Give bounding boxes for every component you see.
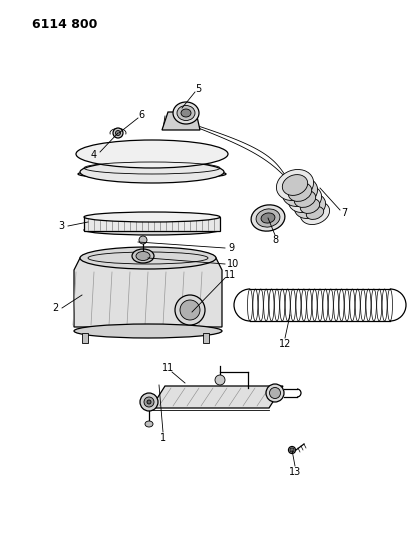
Ellipse shape: [140, 393, 158, 411]
Text: 6: 6: [138, 110, 144, 120]
Ellipse shape: [113, 128, 123, 138]
Ellipse shape: [288, 185, 322, 213]
Ellipse shape: [270, 387, 281, 399]
Ellipse shape: [115, 131, 120, 135]
Ellipse shape: [306, 207, 324, 220]
Ellipse shape: [181, 109, 191, 117]
Polygon shape: [74, 258, 222, 327]
Text: 12: 12: [279, 339, 291, 349]
Ellipse shape: [139, 236, 147, 244]
Ellipse shape: [251, 205, 285, 231]
Bar: [82, 333, 88, 343]
Ellipse shape: [84, 225, 220, 235]
Ellipse shape: [80, 247, 216, 269]
Ellipse shape: [80, 161, 224, 183]
Text: 8: 8: [272, 235, 278, 245]
Polygon shape: [162, 112, 200, 130]
Ellipse shape: [295, 193, 326, 219]
Ellipse shape: [215, 375, 225, 385]
Ellipse shape: [294, 191, 316, 207]
Ellipse shape: [147, 400, 151, 404]
Text: 4: 4: [91, 150, 97, 160]
Text: 6114 800: 6114 800: [32, 18, 98, 31]
Ellipse shape: [177, 106, 195, 120]
Text: 2: 2: [52, 303, 58, 313]
Bar: [203, 333, 209, 343]
Ellipse shape: [282, 177, 317, 206]
Text: 13: 13: [289, 467, 301, 477]
Ellipse shape: [74, 324, 222, 338]
Ellipse shape: [145, 421, 153, 427]
Polygon shape: [151, 386, 283, 408]
Ellipse shape: [136, 252, 150, 261]
Ellipse shape: [290, 448, 294, 452]
Ellipse shape: [300, 199, 320, 213]
Ellipse shape: [144, 397, 154, 407]
Text: 1: 1: [160, 433, 166, 443]
Ellipse shape: [132, 249, 154, 263]
Ellipse shape: [256, 209, 280, 227]
Text: 5: 5: [195, 84, 201, 94]
Text: 11: 11: [224, 270, 236, 280]
Ellipse shape: [288, 447, 295, 454]
Ellipse shape: [282, 175, 308, 196]
Text: 10: 10: [227, 259, 239, 269]
Ellipse shape: [300, 201, 330, 224]
Ellipse shape: [78, 169, 226, 179]
Text: 9: 9: [228, 243, 234, 253]
Ellipse shape: [288, 183, 312, 201]
Text: 7: 7: [341, 208, 347, 218]
Ellipse shape: [76, 140, 228, 168]
Ellipse shape: [261, 213, 275, 223]
Ellipse shape: [180, 300, 200, 320]
Text: 11: 11: [162, 363, 174, 373]
Text: 3: 3: [58, 221, 64, 231]
Ellipse shape: [266, 384, 284, 402]
Bar: [84, 217, 220, 231]
Ellipse shape: [173, 102, 199, 124]
Ellipse shape: [84, 212, 220, 222]
Ellipse shape: [175, 295, 205, 325]
Ellipse shape: [277, 169, 314, 200]
